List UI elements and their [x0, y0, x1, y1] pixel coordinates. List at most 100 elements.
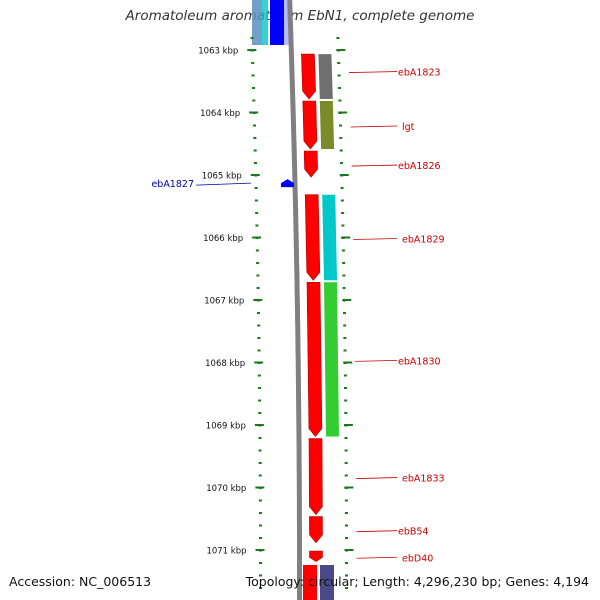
ruler-minor-tick [343, 337, 347, 339]
ruler-major-tick [254, 361, 264, 364]
ruler-minor-tick [344, 537, 348, 539]
gene-label[interactable]: ebA1829 [402, 235, 445, 246]
ruler-minor-tick [339, 137, 343, 139]
gene-label[interactable]: ebA1827 [151, 179, 194, 190]
ruler-major-tick [344, 486, 354, 489]
cog-category-block [318, 54, 333, 99]
forward-gene-arrow[interactable] [303, 150, 318, 178]
ruler-minor-tick [259, 574, 263, 577]
forward-gene-arrow[interactable] [301, 53, 316, 100]
ruler-major-tick [338, 111, 348, 114]
ruler-minor-tick [257, 349, 261, 352]
ruler-major-tick [249, 111, 259, 114]
ruler-minor-tick [345, 574, 349, 577]
gene-label[interactable]: ebB54 [398, 527, 428, 538]
ruler-minor-tick [339, 124, 343, 127]
ruler-minor-tick [251, 74, 255, 77]
cog-category-block [319, 101, 335, 149]
ruler-minor-tick [259, 587, 263, 589]
ruler-minor-tick [345, 562, 349, 564]
ruler-major-tick [255, 486, 265, 489]
gene-label[interactable]: ebA1823 [398, 68, 441, 79]
gene-label-leader [356, 556, 398, 559]
genome-backbone [287, 0, 302, 600]
ruler-minor-tick [257, 337, 261, 339]
ruler-tick-label: 1069 kbp [206, 422, 246, 432]
ruler-tick-label: 1070 kbp [206, 484, 246, 494]
ruler-minor-tick [258, 412, 262, 414]
ruler-minor-tick [342, 262, 346, 264]
ruler-minor-tick [341, 224, 345, 227]
ruler-minor-tick [342, 287, 346, 289]
ruler-minor-tick [343, 324, 347, 327]
gene-label[interactable]: ebD40 [402, 553, 433, 564]
ruler-minor-tick [343, 349, 347, 352]
ruler-minor-tick [250, 37, 254, 39]
gene-label-leader [351, 164, 398, 167]
ruler-minor-tick [343, 374, 347, 377]
ruler-major-tick [343, 424, 353, 426]
ruler-tick-label: 1064 kbp [200, 109, 240, 119]
gene-label-leader [353, 238, 398, 240]
ruler-minor-tick [258, 499, 262, 502]
downstream-features [303, 565, 334, 600]
ruler-minor-tick [258, 462, 262, 464]
ruler-minor-tick [339, 149, 343, 152]
ruler-major-tick [344, 549, 354, 551]
kbp-ruler: 1063 kbp 1064 kbp 1065 kbp 1066 kbp 1067 kbp… [198, 37, 354, 589]
forward-gene-arrow[interactable] [309, 516, 323, 544]
ruler-minor-tick [251, 87, 255, 89]
ruler-major-tick [247, 49, 257, 51]
reverse-strand-genes [281, 179, 294, 188]
accession-text: Accession: NC_006513 [9, 574, 152, 589]
gene-label-leader [349, 71, 398, 73]
cog-category-track [318, 54, 339, 437]
ruler-major-tick [339, 174, 349, 176]
ruler-tick-label: 1065 kbp [202, 172, 242, 182]
ruler-minor-tick [255, 249, 259, 252]
ruler-tick-label: 1071 kbp [206, 547, 246, 557]
forward-gene-arrow[interactable] [306, 281, 323, 437]
gene-label[interactable]: ebA1830 [398, 356, 441, 367]
ruler-minor-tick [256, 274, 260, 277]
ruler-minor-tick [337, 74, 341, 77]
ruler-minor-tick [254, 187, 258, 189]
gene-label-leader [355, 359, 398, 362]
ruler-major-tick [336, 49, 346, 51]
gene-label[interactable]: ebA1833 [402, 474, 445, 485]
ruler-minor-tick [257, 312, 261, 314]
gene-label[interactable]: lgt [402, 122, 415, 133]
gene-label-leader [350, 125, 398, 128]
topology-text: Topology: circular; Length: 4,296,230 bp… [245, 574, 589, 589]
ruler-minor-tick [344, 512, 348, 514]
ruler-minor-tick [258, 387, 262, 389]
ruler-tick-label: 1068 kbp [205, 359, 245, 369]
forward-gene-arrow[interactable] [309, 550, 323, 562]
ruler-major-tick [252, 236, 262, 239]
ruler-minor-tick [340, 199, 344, 202]
forward-strand-genes [301, 53, 323, 562]
gene-label[interactable]: ebA1826 [398, 161, 441, 172]
ruler-minor-tick [253, 149, 257, 152]
gene-label-leader [356, 477, 398, 479]
ruler-minor-tick [252, 99, 256, 102]
ruler-minor-tick [344, 524, 348, 527]
ruler-minor-tick [341, 212, 345, 214]
ruler-minor-tick [256, 287, 260, 289]
forward-gene-arrow[interactable] [308, 438, 323, 516]
ruler-minor-tick [258, 537, 262, 539]
ruler-minor-tick [338, 99, 342, 102]
cog-category-block [324, 282, 339, 437]
ruler-major-tick [250, 174, 260, 176]
ruler-tick-label: 1063 kbp [198, 47, 238, 57]
ruler-minor-tick [344, 412, 348, 414]
ruler-minor-tick [258, 512, 262, 514]
ruler-minor-tick [344, 449, 348, 452]
ruler-minor-tick [255, 212, 259, 214]
reverse-gene-arrow[interactable] [281, 179, 294, 188]
forward-gene-arrow[interactable] [302, 100, 318, 150]
ruler-minor-tick [258, 524, 262, 527]
ruler-minor-tick [253, 124, 257, 127]
forward-gene-arrow[interactable] [304, 194, 321, 281]
